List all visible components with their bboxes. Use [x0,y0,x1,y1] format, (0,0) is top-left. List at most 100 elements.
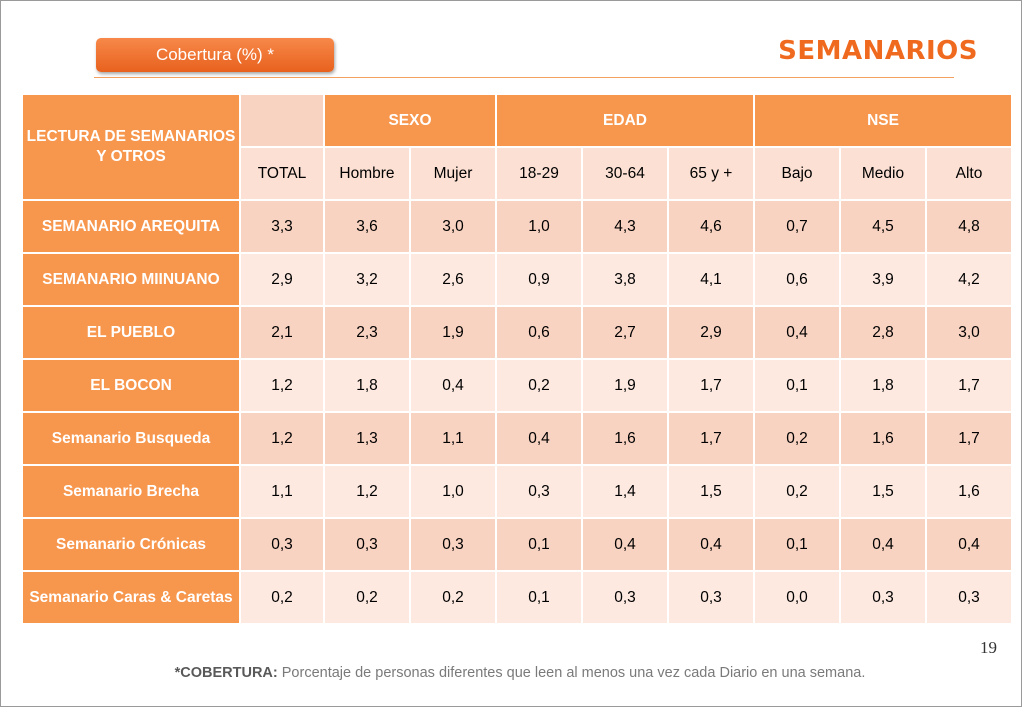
table-cell: 3,2 [325,254,409,305]
table-corner-label: LECTURA DE SEMANARIOS Y OTROS [23,95,239,199]
row-label: EL BOCON [23,360,239,411]
table-cell: 0,2 [755,413,839,464]
table-cell: 0,2 [755,466,839,517]
table-header-blank [241,95,323,146]
table-cell: 1,7 [927,413,1011,464]
table-cell: 0,3 [927,572,1011,623]
column-header: 30-64 [583,148,667,199]
table-cell: 3,0 [411,201,495,252]
page-title: SEMANARIOS [778,36,978,66]
table-cell: 0,1 [755,519,839,570]
table-cell: 1,5 [841,466,925,517]
table-cell: 3,6 [325,201,409,252]
table-cell: 0,6 [497,307,581,358]
table-cell: 1,9 [583,360,667,411]
table-row: Semanario Crónicas 0,3 0,3 0,3 0,1 0,4 0,4 0,1 0… [23,519,1011,570]
table-cell: 2,6 [411,254,495,305]
table-cell: 1,1 [241,466,323,517]
table-cell: 4,5 [841,201,925,252]
table-row: Semanario Caras & Caretas 0,2 0,2 0,2 0,1 0,3… [23,572,1011,623]
table-cell: 2,3 [325,307,409,358]
table-cell: 0,0 [755,572,839,623]
table-cell: 3,0 [927,307,1011,358]
table-cell: 1,9 [411,307,495,358]
coverage-table: LECTURA DE SEMANARIOS Y OTROS SEXO EDAD … [21,93,1013,625]
row-label: Semanario Busqueda [23,413,239,464]
table-row: EL PUEBLO 2,1 2,3 1,9 0,6 2,7 2,9 0,4 2,8 3,0 [23,307,1011,358]
table-cell: 0,9 [497,254,581,305]
table-cell: 0,4 [841,519,925,570]
table-cell: 1,1 [411,413,495,464]
footnote: *COBERTURA: Porcentaje de personas difer… [0,665,1024,681]
footnote-text: Porcentaje de personas diferentes que le… [277,665,866,681]
table-cell: 0,2 [411,572,495,623]
coverage-tab[interactable]: Cobertura (%) * [96,38,334,72]
group-header-nse: NSE [755,95,1011,146]
table-cell: 0,4 [669,519,753,570]
table-cell: 3,3 [241,201,323,252]
table-cell: 2,1 [241,307,323,358]
table-cell: 0,1 [497,572,581,623]
column-header: Medio [841,148,925,199]
table-cell: 1,5 [669,466,753,517]
column-header: Bajo [755,148,839,199]
table-cell: 0,3 [669,572,753,623]
table-cell: 1,7 [927,360,1011,411]
row-label: SEMANARIO MIINUANO [23,254,239,305]
table-row: Semanario Busqueda 1,2 1,3 1,1 0,4 1,6 1,7 0,2 1… [23,413,1011,464]
table-cell: 1,4 [583,466,667,517]
table-cell: 4,3 [583,201,667,252]
table-cell: 0,3 [583,572,667,623]
table-cell: 0,3 [241,519,323,570]
table-row: SEMANARIO MIINUANO 2,9 3,2 2,6 0,9 3,8 4,1 0,6 3… [23,254,1011,305]
column-header: Alto [927,148,1011,199]
table-cell: 0,2 [241,572,323,623]
group-header-edad: EDAD [497,95,753,146]
table-cell: 4,8 [927,201,1011,252]
table-column-header-row: TOTAL Hombre Mujer 18-29 30-64 65 y + Ba… [23,148,1011,199]
table-cell: 3,8 [583,254,667,305]
table-cell: 0,3 [497,466,581,517]
table-cell: 1,6 [841,413,925,464]
column-header: 18-29 [497,148,581,199]
title-divider [94,77,954,78]
table-cell: 3,9 [841,254,925,305]
table-row: EL BOCON 1,2 1,8 0,4 0,2 1,9 1,7 0,1 1,8 1,7 [23,360,1011,411]
table-cell: 0,1 [755,360,839,411]
table-cell: 4,1 [669,254,753,305]
table-cell: 0,3 [841,572,925,623]
table-cell: 0,4 [927,519,1011,570]
table-cell: 4,2 [927,254,1011,305]
table-group-header-row: LECTURA DE SEMANARIOS Y OTROS SEXO EDAD … [23,95,1011,199]
table-cell: 1,0 [411,466,495,517]
coverage-tab-label: Cobertura (%) * [155,45,275,64]
row-label: Semanario Caras & Caretas [23,572,239,623]
table-cell: 1,8 [841,360,925,411]
table-cell: 1,7 [669,413,753,464]
table-cell: 1,8 [325,360,409,411]
group-header-sexo: SEXO [325,95,495,146]
table-cell: 1,3 [325,413,409,464]
page-number: 19 [980,638,997,657]
table-cell: 0,2 [325,572,409,623]
row-label: EL PUEBLO [23,307,239,358]
table-cell: 0,4 [583,519,667,570]
row-label: SEMANARIO AREQUITA [23,201,239,252]
column-header: 65 y + [669,148,753,199]
table-cell: 0,2 [497,360,581,411]
table-cell: 1,2 [325,466,409,517]
row-label: Semanario Brecha [23,466,239,517]
table-cell: 1,0 [497,201,581,252]
table-cell: 1,2 [241,413,323,464]
column-header: TOTAL [241,148,323,199]
table-cell: 0,6 [755,254,839,305]
table-cell: 0,4 [497,413,581,464]
column-header: Hombre [325,148,409,199]
table-cell: 0,4 [755,307,839,358]
table-cell: 2,9 [669,307,753,358]
table-row: SEMANARIO AREQUITA 3,3 3,6 3,0 1,0 4,3 4,6 0,7 4… [23,201,1011,252]
row-label: Semanario Crónicas [23,519,239,570]
table-cell: 0,4 [411,360,495,411]
table-cell: 1,7 [669,360,753,411]
